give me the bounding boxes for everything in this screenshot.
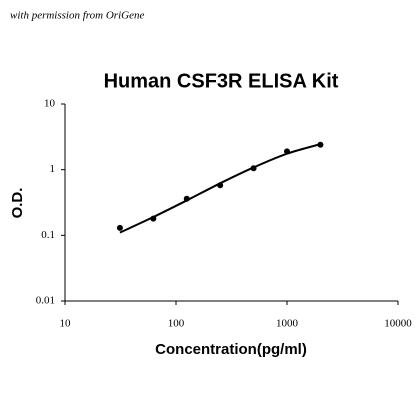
chart-title: Human CSF3R ELISA Kit	[104, 70, 339, 92]
x-axis-label: Concentration(pg/ml)	[155, 341, 307, 358]
y-tick-label: 1	[50, 163, 56, 175]
x-tick-label: 10000	[384, 318, 412, 330]
y-axis-label: O.D.	[9, 188, 26, 219]
data-point	[217, 182, 224, 189]
data-point	[284, 148, 290, 155]
data-point	[317, 141, 324, 148]
x-tick-label: 10	[60, 318, 72, 330]
x-tick-label: 100	[168, 318, 185, 330]
data-point	[250, 165, 257, 172]
data-point	[150, 215, 157, 222]
x-tick-label: 1000	[276, 318, 299, 330]
data-point	[116, 224, 123, 231]
y-tick-label: 0.1	[41, 229, 55, 241]
fit-curve	[119, 143, 321, 234]
y-tick-label: 0.01	[36, 295, 55, 307]
data-point	[183, 195, 190, 202]
watermark: with permission from OriGene	[10, 10, 144, 22]
y-tick-label: 10	[44, 98, 56, 110]
